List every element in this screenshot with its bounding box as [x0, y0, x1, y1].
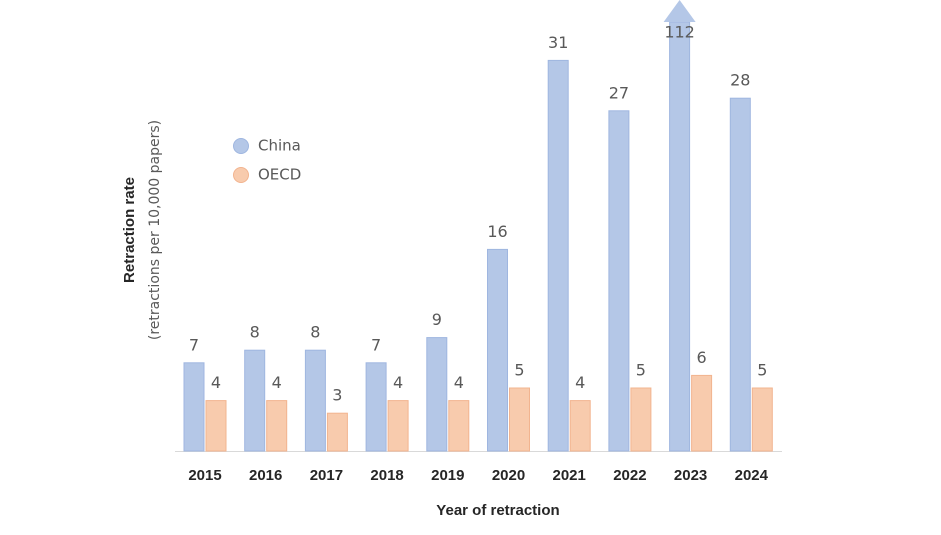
x-tick-label: 2018 — [370, 467, 403, 484]
value-label: 27 — [609, 83, 629, 102]
bar — [304, 349, 326, 452]
bar — [509, 387, 530, 452]
value-label: 8 — [250, 323, 260, 342]
value-label: 4 — [575, 373, 585, 392]
value-label: 9 — [432, 310, 442, 329]
value-label: 5 — [757, 361, 767, 380]
bar — [244, 349, 266, 452]
bar — [608, 110, 630, 452]
value-label: 5 — [514, 361, 524, 380]
value-label: 4 — [454, 373, 464, 392]
value-label: 4 — [211, 373, 221, 392]
bar — [729, 97, 751, 452]
x-tick-label: 2016 — [249, 467, 282, 484]
value-label: 4 — [272, 373, 282, 392]
x-tick-label: 2019 — [431, 467, 464, 484]
bar — [326, 412, 348, 452]
bar — [487, 248, 508, 452]
x-tick-label: 2020 — [492, 467, 525, 484]
value-label: 112 — [664, 23, 695, 42]
bar — [183, 362, 205, 452]
y-axis-subtitle: (retractions per 10,000 papers) — [147, 120, 163, 340]
bar — [630, 387, 652, 452]
value-label: 16 — [487, 222, 507, 241]
bar — [365, 362, 387, 452]
value-label: 3 — [332, 386, 342, 405]
value-label: 4 — [393, 373, 403, 392]
bar — [205, 400, 227, 452]
legend-label: OECD — [258, 166, 301, 184]
bar — [751, 387, 773, 452]
value-label: 7 — [371, 335, 381, 354]
bar — [547, 59, 569, 452]
x-tick-label: 2024 — [735, 467, 769, 484]
bar — [387, 400, 409, 452]
y-axis-title: Retraction rate — [121, 177, 138, 283]
bar — [669, 21, 691, 452]
value-label: 6 — [697, 348, 707, 367]
value-label: 28 — [730, 71, 750, 90]
legend-marker — [233, 167, 249, 183]
legend-label: China — [258, 137, 301, 155]
bar — [569, 400, 591, 452]
x-tick-label: 2022 — [613, 467, 646, 484]
bar — [426, 337, 448, 452]
x-axis-title: Year of retraction — [436, 502, 559, 519]
bar — [266, 400, 288, 452]
bar — [448, 400, 470, 452]
x-tick-label: 2015 — [188, 467, 221, 484]
bar — [691, 374, 713, 452]
value-label: 7 — [189, 335, 199, 354]
x-tick-label: 2021 — [553, 467, 586, 484]
value-label: 31 — [548, 33, 568, 52]
value-label: 5 — [636, 361, 646, 380]
x-tick-label: 2023 — [674, 467, 707, 484]
legend-marker — [233, 138, 249, 154]
x-tick-label: 2017 — [310, 467, 343, 484]
break-arrow — [663, 0, 696, 22]
value-label: 8 — [310, 323, 320, 342]
